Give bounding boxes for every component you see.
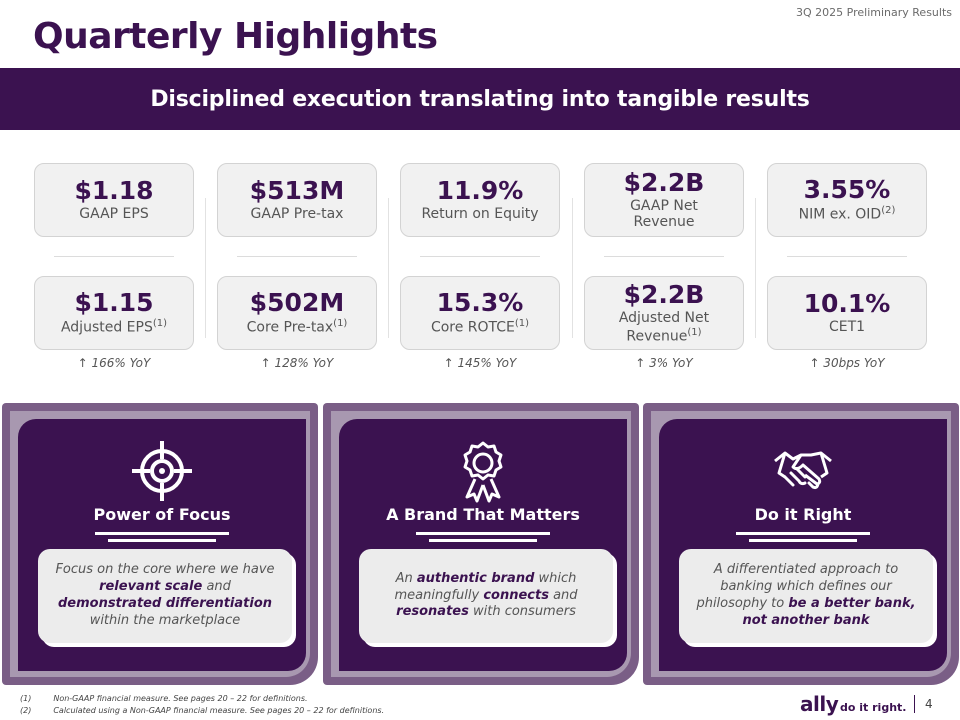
metric-card-adjusted-eps: $1.15 Adjusted EPS(1) [34, 276, 194, 350]
metric-value: $2.2B [623, 167, 705, 197]
metric-value: $513M [249, 176, 345, 206]
yoy-change: ↑ 128% YoY [260, 356, 334, 370]
metric-label: NIM ex. OID(2) [798, 205, 896, 223]
metric-card-core-pretax: $502M Core Pre-tax(1) [217, 276, 377, 350]
column-divider [755, 198, 756, 338]
yoy-change: ↑ 145% YoY [443, 356, 517, 370]
metric-label: GAAP Net Revenue [630, 197, 698, 231]
metric-value: $502M [249, 288, 345, 318]
column-divider [388, 198, 389, 338]
footnote: (2) Calculated using a Non-GAAP financial… [20, 706, 385, 716]
metric-value: $1.15 [74, 288, 154, 318]
handshake-icon [774, 451, 832, 490]
metric-value: $1.18 [74, 176, 154, 206]
panel-do-it-right: Do it Right A differentiated approach to… [643, 403, 959, 685]
deck-label: 3Q 2025 Preliminary Results [796, 6, 952, 19]
footnote: (1) Non-GAAP financial measure. See pages… [20, 694, 308, 703]
yoy-change: ↑ 3% YoY [635, 356, 693, 370]
panel-description-box: An authentic brand which meaningfully co… [359, 549, 613, 643]
metric-card-gaap-pretax: $513M GAAP Pre-tax [217, 163, 377, 237]
metric-label: GAAP Pre-tax [250, 205, 344, 222]
metric-label: Adjusted Net Revenue(1) [618, 309, 710, 345]
footnotes: (1) Non-GAAP financial measure. See pages… [20, 693, 384, 718]
title-underline [736, 532, 870, 535]
award-ribbon-icon [463, 441, 503, 503]
metric-label: Adjusted EPS(1) [60, 318, 168, 336]
row-divider [604, 256, 724, 257]
title-underline [108, 539, 216, 542]
panel-body: Power of Focus Focus on the core where w… [18, 419, 306, 671]
metric-label: Core ROTCE(1) [430, 318, 530, 336]
metric-value: 11.9% [436, 176, 524, 206]
metric-value: 3.55% [803, 175, 891, 205]
metric-card-cet1: 10.1% CET1 [767, 276, 927, 350]
metric-value: $2.2B [623, 280, 705, 309]
row-divider [54, 256, 174, 257]
column-divider [572, 198, 573, 338]
metric-card-nim: 3.55% NIM ex. OID(2) [767, 163, 927, 237]
metric-card-gaap-net-revenue: $2.2B GAAP Net Revenue [584, 163, 744, 237]
panel-description: A differentiated approach to banking whi… [696, 562, 916, 628]
panel-description: An authentic brand which meaningfully co… [394, 570, 578, 620]
panel-title: A Brand That Matters [386, 505, 580, 524]
page-title: Quarterly Highlights [33, 16, 438, 57]
panel-description: Focus on the core where we have relevant… [55, 562, 275, 628]
row-divider [420, 256, 540, 257]
panel-body: Do it Right A differentiated approach to… [659, 419, 947, 671]
metric-label: Core Pre-tax(1) [246, 318, 348, 336]
yoy-change: ↑ 166% YoY [77, 356, 151, 370]
banner-text: Disciplined execution translating into t… [150, 86, 810, 112]
target-icon [132, 441, 192, 501]
title-underline [95, 532, 229, 535]
metric-card-gaap-eps: $1.18 GAAP EPS [34, 163, 194, 237]
panel-brand-that-matters: A Brand That Matters An authentic brand … [323, 403, 639, 685]
panel-title: Do it Right [754, 505, 852, 524]
row-divider [237, 256, 357, 257]
panel-title: Power of Focus [93, 505, 231, 524]
metric-label: CET1 [828, 318, 866, 335]
yoy-change: ↑ 30bps YoY [809, 356, 885, 370]
panel-description-box: Focus on the core where we have relevant… [38, 549, 292, 643]
page-number: 4 [925, 697, 933, 711]
title-underline [749, 539, 857, 542]
metric-card-core-rotce: 15.3% Core ROTCE(1) [400, 276, 560, 350]
row-divider [787, 256, 907, 257]
metric-card-adjusted-net-revenue: $2.2B Adjusted Net Revenue(1) [584, 276, 744, 350]
metric-label: GAAP EPS [79, 205, 149, 222]
panel-description-box: A differentiated approach to banking whi… [679, 549, 933, 643]
metric-value: 10.1% [803, 289, 891, 319]
brand-logo: ally [800, 692, 839, 716]
footer-divider [914, 695, 915, 713]
title-underline [416, 532, 550, 535]
panel-body: A Brand That Matters An authentic brand … [339, 419, 627, 671]
title-underline [429, 539, 537, 542]
column-divider [205, 198, 206, 338]
metric-value: 15.3% [436, 288, 524, 318]
brand-tagline: do it right. [840, 701, 907, 714]
panel-power-of-focus: Power of Focus Focus on the core where w… [2, 403, 318, 685]
metric-label: Return on Equity [421, 205, 539, 222]
headline-banner: Disciplined execution translating into t… [0, 68, 960, 130]
metric-card-roe: 11.9% Return on Equity [400, 163, 560, 237]
